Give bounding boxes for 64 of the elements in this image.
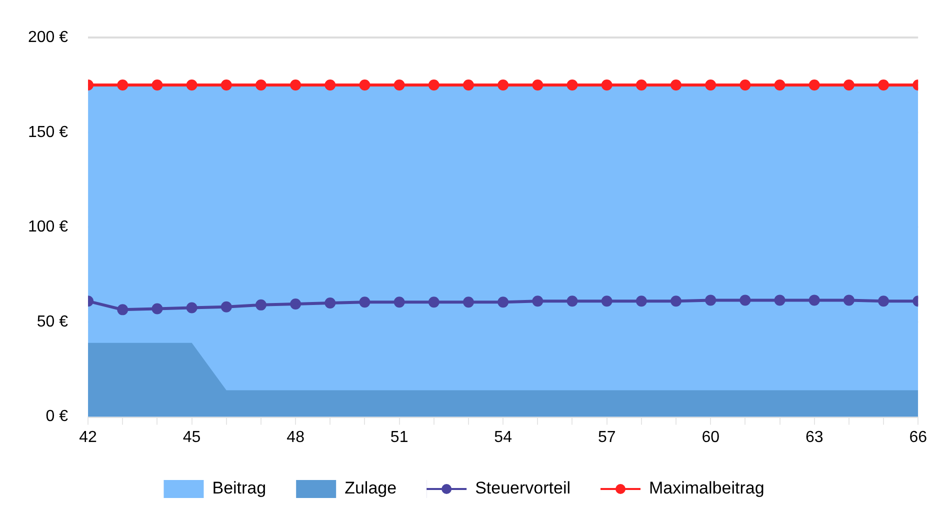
y-tick-label: 150 € bbox=[28, 124, 68, 141]
point bbox=[220, 301, 232, 312]
point bbox=[359, 296, 370, 308]
point bbox=[186, 302, 198, 314]
point bbox=[774, 80, 786, 90]
point bbox=[601, 296, 612, 307]
point bbox=[705, 80, 716, 90]
point bbox=[774, 294, 786, 306]
x-tick-label: 57 bbox=[598, 428, 616, 446]
point bbox=[843, 80, 854, 90]
legend-label: Beitrag bbox=[212, 478, 266, 498]
point bbox=[601, 80, 612, 90]
x-tick-label: 48 bbox=[286, 428, 305, 446]
x-tick-label: 60 bbox=[702, 428, 720, 446]
point bbox=[740, 80, 751, 90]
point bbox=[428, 296, 440, 308]
point bbox=[498, 80, 509, 90]
point bbox=[498, 296, 509, 308]
x-tick-label: 51 bbox=[390, 428, 408, 446]
point bbox=[843, 294, 854, 306]
point bbox=[324, 298, 336, 309]
y-tick-label: 100 € bbox=[28, 218, 68, 236]
y-tick-label: 0 € bbox=[46, 408, 68, 426]
y-tick-label: 200 € bbox=[28, 29, 68, 46]
point bbox=[636, 80, 647, 90]
point bbox=[462, 80, 474, 90]
point bbox=[255, 299, 266, 310]
point bbox=[705, 294, 716, 306]
y-tick-label: 50 € bbox=[36, 313, 68, 330]
point bbox=[808, 294, 820, 306]
point bbox=[186, 80, 198, 90]
x-tick-label: 45 bbox=[182, 428, 201, 446]
point bbox=[255, 80, 266, 90]
legend-label: Zulage bbox=[344, 478, 397, 498]
point bbox=[324, 80, 336, 90]
point bbox=[740, 294, 751, 306]
point bbox=[636, 296, 647, 307]
point bbox=[462, 296, 474, 308]
x-tick-label: 66 bbox=[909, 428, 928, 446]
point bbox=[290, 298, 302, 310]
x-tick-label: 54 bbox=[494, 428, 512, 446]
point bbox=[152, 303, 163, 314]
x-tick-label: 42 bbox=[79, 428, 98, 446]
point bbox=[220, 80, 232, 90]
point bbox=[808, 80, 820, 90]
point bbox=[532, 80, 544, 90]
point bbox=[152, 80, 163, 90]
x-tick-label: 63 bbox=[805, 428, 824, 446]
point bbox=[566, 80, 578, 90]
point bbox=[117, 304, 128, 316]
point bbox=[670, 296, 682, 307]
point bbox=[532, 296, 544, 307]
point bbox=[670, 80, 682, 90]
point bbox=[117, 80, 128, 90]
point bbox=[290, 80, 302, 90]
point bbox=[566, 296, 578, 307]
legend-label: Maximalbeitrag bbox=[649, 478, 764, 498]
point bbox=[359, 80, 370, 90]
point bbox=[878, 80, 890, 90]
point bbox=[394, 80, 405, 90]
point bbox=[394, 296, 405, 308]
point bbox=[878, 296, 890, 307]
legend-label: Steuervorteil bbox=[475, 478, 571, 498]
point bbox=[428, 80, 440, 90]
